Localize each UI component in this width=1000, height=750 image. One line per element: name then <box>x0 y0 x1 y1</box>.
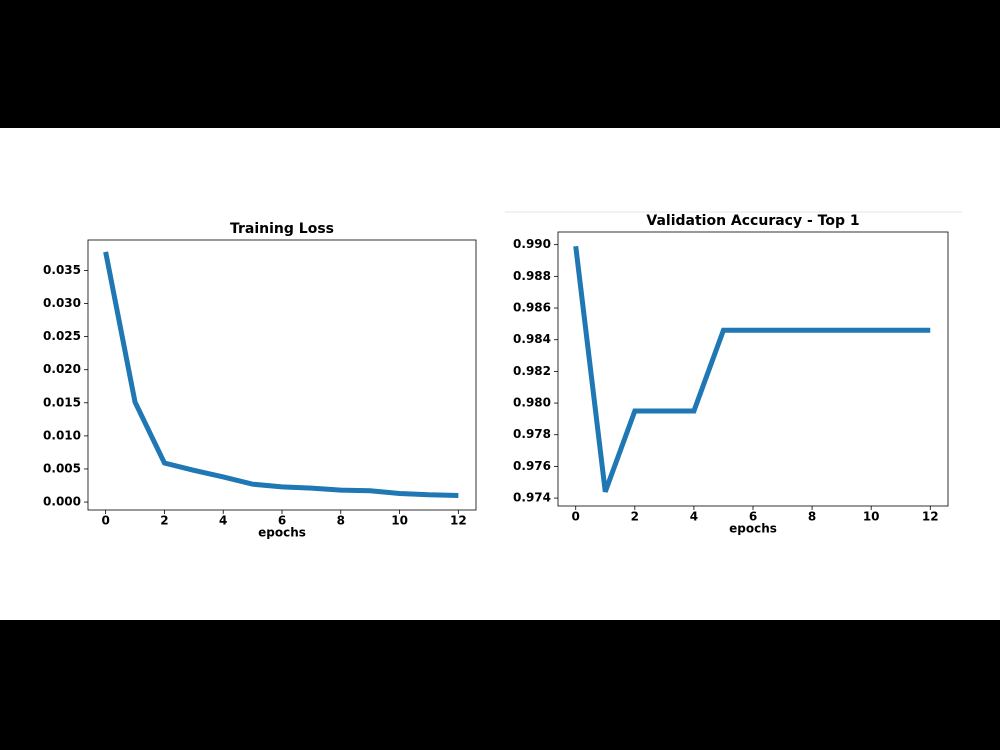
x-tick-label: 4 <box>690 510 698 524</box>
x-tick-label: 0 <box>101 514 109 528</box>
x-tick-label: 12 <box>450 514 467 528</box>
chart-title: Training Loss <box>230 221 334 237</box>
x-axis-label: epochs <box>729 522 777 536</box>
x-tick-label: 10 <box>863 510 880 524</box>
y-tick-label: 0.035 <box>43 263 81 277</box>
x-tick-label: 6 <box>278 514 286 528</box>
x-tick-label: 4 <box>219 514 227 528</box>
y-tick-label: 0.000 <box>43 495 81 509</box>
x-tick-label: 10 <box>391 514 408 528</box>
y-tick-label: 0.015 <box>43 395 81 409</box>
y-tick-label: 0.030 <box>43 296 81 310</box>
y-tick-label: 0.980 <box>513 396 551 410</box>
x-tick-label: 12 <box>922 510 939 524</box>
y-tick-label: 0.988 <box>513 269 551 283</box>
y-tick-label: 0.990 <box>513 237 551 251</box>
y-tick-label: 0.976 <box>513 459 551 473</box>
x-tick-label: 0 <box>572 510 580 524</box>
y-tick-label: 0.020 <box>43 362 81 376</box>
y-tick-label: 0.025 <box>43 329 81 343</box>
chart-title: Validation Accuracy - Top 1 <box>646 213 859 229</box>
line-series <box>103 251 459 498</box>
x-tick-label: 8 <box>337 514 345 528</box>
x-tick-label: 2 <box>631 510 639 524</box>
y-tick-label: 0.010 <box>43 428 81 442</box>
x-tick-label: 8 <box>808 510 816 524</box>
y-tick-label: 0.978 <box>513 427 551 441</box>
y-tick-label: 0.005 <box>43 461 81 475</box>
x-axis-label: epochs <box>258 526 306 540</box>
y-tick-label: 0.986 <box>513 301 551 315</box>
canvas <box>0 128 1000 620</box>
y-tick-label: 0.974 <box>513 491 551 505</box>
y-tick-label: 0.982 <box>513 364 551 378</box>
x-tick-label: 2 <box>160 514 168 528</box>
y-tick-label: 0.984 <box>513 332 551 346</box>
line-series <box>573 245 931 493</box>
x-tick-label: 6 <box>749 510 757 524</box>
